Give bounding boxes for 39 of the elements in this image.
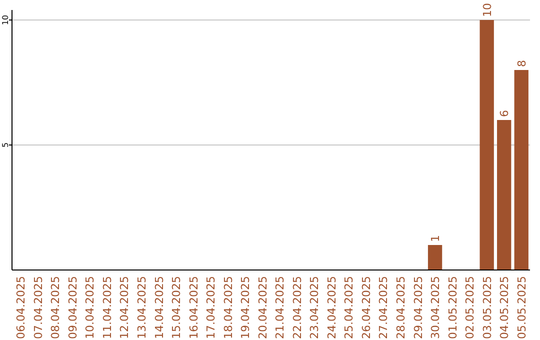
x-tick-label: 24.04.2025 (325, 276, 338, 339)
x-tick-label: 20.04.2025 (256, 276, 270, 339)
x-tick-label: 19.04.2025 (239, 276, 252, 339)
x-tick-label: 16.04.2025 (187, 276, 200, 339)
x-tick-label: 25.04.2025 (342, 276, 356, 339)
x-tick-label: 11.04.2025 (100, 276, 114, 339)
x-tick-label: 29.04.2025 (412, 276, 425, 339)
x-tick-label: 06.04.2025 (14, 276, 28, 339)
x-tick-label: 17.04.2025 (204, 276, 218, 339)
x-tick-label: 12.04.2025 (118, 276, 132, 339)
data-label: 6 (498, 110, 512, 117)
x-tick-label: 18.04.2025 (222, 276, 235, 339)
bar (428, 245, 442, 270)
bar (480, 20, 494, 270)
x-tick-label: 30.04.2025 (429, 276, 442, 339)
x-tick-label: 04.05.2025 (498, 276, 512, 339)
x-tick-label: 14.04.2025 (152, 276, 166, 339)
x-tick-label: 10.04.2025 (84, 276, 97, 339)
x-tick-label: 09.04.2025 (66, 276, 80, 339)
x-tick-label: 03.05.2025 (480, 276, 494, 339)
x-tick-label: 27.04.2025 (377, 276, 390, 339)
x-tick-label: 07.04.2025 (32, 276, 45, 339)
x-tick-label: 28.04.2025 (394, 276, 408, 339)
x-tick-label: 01.05.2025 (446, 276, 460, 339)
x-tick-label: 21.04.2025 (274, 276, 287, 339)
y-tick-label: 5 (1, 142, 10, 148)
x-tick-label: 05.05.2025 (515, 276, 528, 339)
bar (514, 70, 528, 270)
x-tick-label: 15.04.2025 (170, 276, 184, 339)
x-tick-label: 02.05.2025 (464, 276, 477, 339)
x-tick-label: 08.04.2025 (49, 276, 62, 339)
x-tick-label: 23.04.2025 (308, 276, 322, 339)
data-label: 8 (515, 60, 528, 67)
x-tick-label: 26.04.2025 (360, 276, 373, 339)
data-label: 1 (429, 235, 442, 242)
data-label: 10 (480, 3, 494, 17)
x-tick-label: 22.04.2025 (290, 276, 304, 339)
x-tick-label: 13.04.2025 (136, 276, 148, 339)
bar (497, 120, 512, 270)
